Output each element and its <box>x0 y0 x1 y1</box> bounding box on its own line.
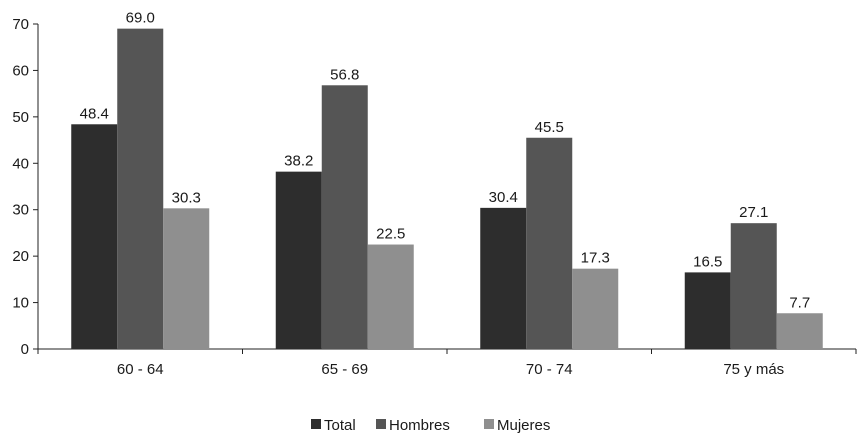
data-label: 30.3 <box>172 189 201 206</box>
bar-hombres <box>321 85 368 350</box>
data-label: 38.2 <box>284 153 313 170</box>
bar-total <box>684 272 731 349</box>
y-tick-label: 70 <box>12 16 29 33</box>
bar-hombres <box>730 223 777 349</box>
y-tick-label: 10 <box>12 295 29 312</box>
x-axis: 60 - 64 65 - 69 70 - 74 75 y más <box>37 348 857 378</box>
data-label: 27.1 <box>739 204 768 221</box>
y-tick-label: 40 <box>12 155 29 172</box>
data-label: 45.5 <box>535 119 564 136</box>
data-label: 7.7 <box>789 294 810 311</box>
bar-hombres <box>526 137 573 349</box>
bar-total <box>480 207 527 349</box>
legend: Total Hombres Mujeres <box>311 417 550 434</box>
bar-mujeres <box>367 244 414 349</box>
legend-label: Hombres <box>389 417 450 434</box>
x-tick-label: 75 y más <box>723 361 784 378</box>
legend-label: Total <box>324 417 356 434</box>
data-label: 30.4 <box>489 189 518 206</box>
legend-item-hombres: Hombres <box>376 417 450 434</box>
legend-label: Mujeres <box>497 417 550 434</box>
legend-item-mujeres: Mujeres <box>484 417 550 434</box>
x-tick-label: 65 - 69 <box>321 361 368 378</box>
legend-swatch <box>484 419 494 429</box>
data-label: 48.4 <box>80 105 109 122</box>
legend-swatch <box>311 419 321 429</box>
y-axis: 0 10 20 30 40 50 60 70 <box>12 16 39 358</box>
data-label: 16.5 <box>693 253 722 270</box>
data-label: 69.0 <box>126 10 155 27</box>
x-tick-label: 60 - 64 <box>117 361 164 378</box>
y-tick-label: 50 <box>12 109 29 126</box>
legend-swatch <box>376 419 386 429</box>
bar-hombres <box>117 28 164 350</box>
bar-mujeres <box>163 208 210 349</box>
data-label: 56.8 <box>330 66 359 83</box>
bar-mujeres <box>776 313 823 349</box>
y-tick-label: 60 <box>12 62 29 79</box>
y-tick-label: 30 <box>12 202 29 219</box>
legend-item-total: Total <box>311 417 356 434</box>
bar-mujeres <box>572 268 619 349</box>
x-tick-label: 70 - 74 <box>526 361 573 378</box>
y-tick-label: 20 <box>12 248 29 265</box>
data-label: 17.3 <box>581 250 610 267</box>
bars <box>71 28 823 350</box>
bar-total <box>275 171 322 349</box>
data-label: 22.5 <box>376 226 405 243</box>
data-labels: 48.4 38.2 30.4 16.5 69.0 56.8 45.5 27.1 30.3 22.5… <box>80 10 811 312</box>
bar-total <box>71 124 118 350</box>
y-tick-label: 0 <box>21 341 29 358</box>
